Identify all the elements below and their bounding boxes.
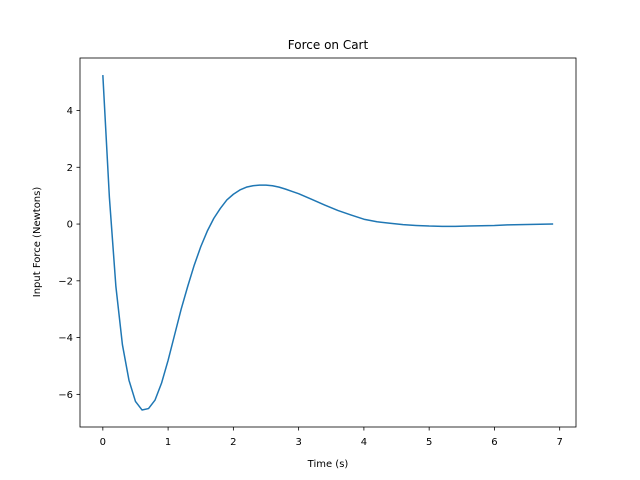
x-tick-label-6: 6 bbox=[491, 437, 497, 448]
x-tick-label-4: 4 bbox=[361, 437, 367, 448]
y-tick-label-4: 2 bbox=[67, 163, 73, 174]
x-tick-label-5: 5 bbox=[426, 437, 432, 448]
y-axis-label: Input Force (Newtons) bbox=[32, 187, 43, 298]
x-tick-label-3: 3 bbox=[295, 437, 301, 448]
y-tick-label-3: 0 bbox=[67, 220, 73, 231]
x-tick-label-1: 1 bbox=[165, 437, 171, 448]
x-axis-label: Time (s) bbox=[307, 459, 349, 470]
y-tick-label-2: −2 bbox=[58, 276, 73, 287]
x-tick-label-2: 2 bbox=[230, 437, 236, 448]
plot-area: 0 1 2 3 4 5 6 7 −6 −4 −2 0 2 4 bbox=[58, 57, 577, 448]
series-line-0 bbox=[102, 74, 554, 411]
chart-title: Force on Cart bbox=[288, 38, 369, 52]
y-tick-label-0: −6 bbox=[58, 390, 73, 401]
y-tick-label-1: −4 bbox=[58, 333, 73, 344]
x-tick-label-7: 7 bbox=[556, 437, 562, 448]
x-tick-label-0: 0 bbox=[100, 437, 106, 448]
y-tick-label-5: 4 bbox=[67, 106, 73, 117]
axes-frame bbox=[79, 57, 577, 428]
